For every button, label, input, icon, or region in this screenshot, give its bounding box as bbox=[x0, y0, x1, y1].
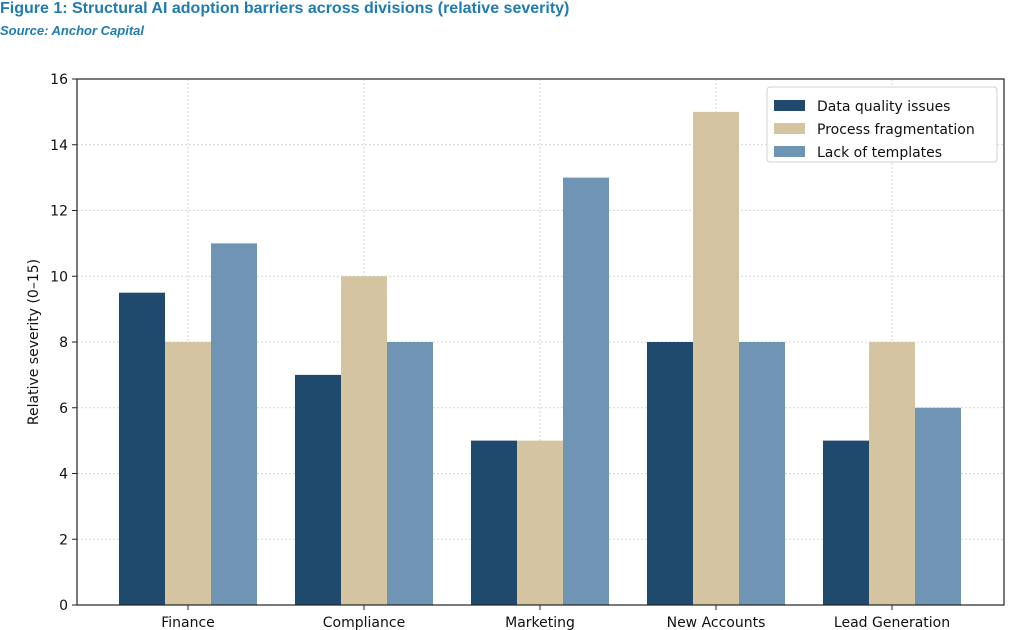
bar-process-fragmentation bbox=[517, 440, 563, 605]
legend-swatch bbox=[774, 123, 805, 134]
bars bbox=[119, 111, 961, 605]
bar-process-fragmentation bbox=[869, 342, 915, 605]
bar-lack-of-templates bbox=[387, 342, 433, 605]
bar-data-quality-issues bbox=[119, 292, 165, 605]
y-axis-label: Relative severity (0–15) bbox=[26, 259, 42, 425]
bar-process-fragmentation bbox=[165, 342, 211, 605]
legend-label: Lack of templates bbox=[817, 145, 942, 161]
bar-data-quality-issues bbox=[647, 342, 693, 605]
bar-data-quality-issues bbox=[823, 440, 869, 605]
bar-data-quality-issues bbox=[295, 374, 341, 605]
bar-process-fragmentation bbox=[341, 276, 387, 605]
y-tick-label: 0 bbox=[59, 598, 68, 614]
bar-lack-of-templates bbox=[915, 407, 961, 605]
y-tick-label: 6 bbox=[59, 401, 68, 417]
y-tick-label: 8 bbox=[59, 335, 68, 351]
y-tick-label: 2 bbox=[59, 532, 68, 548]
x-tick-label: Compliance bbox=[323, 615, 405, 630]
legend: Data quality issues Process fragmentation… bbox=[766, 86, 998, 163]
legend-label: Data quality issues bbox=[817, 99, 950, 115]
bar-process-fragmentation bbox=[693, 111, 739, 605]
bar-lack-of-templates bbox=[563, 177, 609, 605]
y-tick-label: 12 bbox=[50, 204, 68, 220]
x-tick-label: New Accounts bbox=[667, 615, 766, 630]
bar-lack-of-templates bbox=[211, 243, 257, 605]
figure-title: Figure 1: Structural AI adoption barrier… bbox=[0, 0, 570, 17]
x-tick-label: Lead Generation bbox=[834, 615, 950, 630]
x-axis-ticks: Finance Compliance Marketing New Accounts Le… bbox=[161, 605, 950, 630]
y-axis-ticks: 0 2 4 6 8 10 12 14 16 bbox=[50, 72, 77, 614]
legend-swatch bbox=[774, 100, 805, 111]
bar-data-quality-issues bbox=[471, 440, 517, 605]
bar-lack-of-templates bbox=[739, 342, 785, 605]
legend-label: Process fragmentation bbox=[817, 122, 975, 138]
x-tick-label: Finance bbox=[161, 615, 215, 630]
y-tick-label: 14 bbox=[50, 138, 68, 154]
x-tick-label: Marketing bbox=[505, 615, 575, 630]
y-tick-label: 4 bbox=[59, 467, 68, 483]
figure-source: Source: Anchor Capital bbox=[0, 23, 144, 38]
y-tick-label: 10 bbox=[50, 269, 68, 285]
y-tick-label: 16 bbox=[50, 72, 68, 88]
legend-box bbox=[766, 86, 998, 163]
legend-swatch bbox=[774, 146, 805, 157]
